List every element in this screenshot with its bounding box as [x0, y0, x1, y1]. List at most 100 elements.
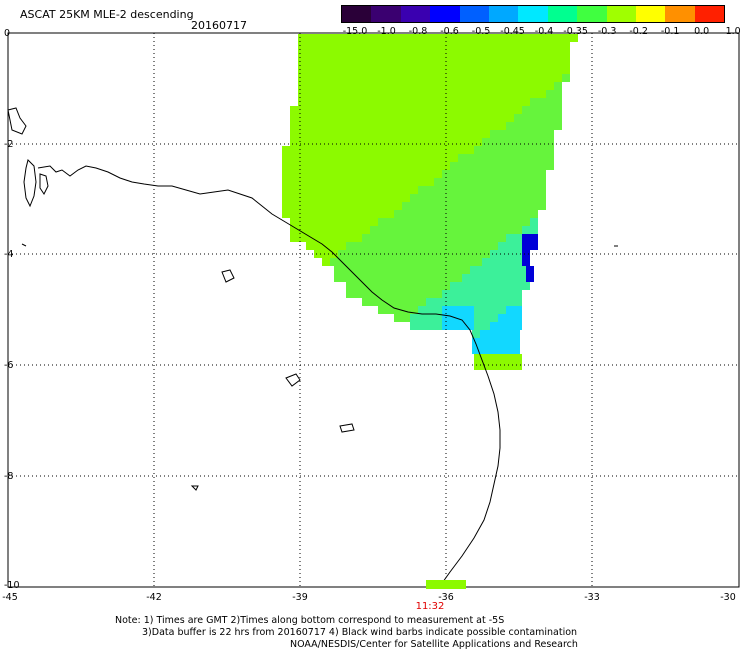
swath-cell: [298, 162, 306, 170]
swath-cell: [362, 74, 370, 82]
swath-cell: [402, 178, 410, 186]
swath-cell: [314, 194, 322, 202]
swath-cell: [426, 178, 434, 186]
swath-cell: [498, 154, 506, 162]
swath-cell: [470, 274, 478, 282]
swath-cell: [538, 66, 546, 74]
swath-cell: [498, 106, 506, 114]
swath-cell: [546, 162, 554, 170]
swath-cell: [426, 98, 434, 106]
swath-cell: [462, 266, 470, 274]
swath-cell: [398, 274, 406, 282]
swath-cell: [354, 66, 362, 74]
swath-cell: [466, 154, 474, 162]
swath-cell: [498, 82, 506, 90]
swath-cell: [490, 362, 498, 370]
swath-cell: [346, 34, 354, 42]
swath-cell: [390, 274, 398, 282]
swath-cell: [490, 66, 498, 74]
swath-cell: [514, 58, 522, 66]
swath-cell: [546, 42, 554, 50]
swath-cell: [538, 146, 546, 154]
swath-cell: [506, 178, 514, 186]
swath-cell: [530, 146, 538, 154]
swath-cell: [554, 98, 562, 106]
swath-cell: [498, 98, 506, 106]
swath-cell: [514, 42, 522, 50]
swath-cell: [422, 274, 430, 282]
swath-cell: [354, 178, 362, 186]
swath-cell: [514, 114, 522, 122]
swath-cell: [434, 290, 442, 298]
swath-cell: [530, 66, 538, 74]
swath-cell: [330, 178, 338, 186]
swath-cell: [418, 130, 426, 138]
swath-cell: [354, 74, 362, 82]
swath-cell: [538, 50, 546, 58]
swath-cell: [426, 194, 434, 202]
swath-cell: [546, 74, 554, 82]
swath-cell: [402, 42, 410, 50]
swath-cell: [498, 114, 506, 122]
swath-cell: [354, 122, 362, 130]
swath-cell: [386, 146, 394, 154]
swath-cell: [322, 50, 330, 58]
swath-cell: [514, 210, 522, 218]
swath-cell: [482, 170, 490, 178]
swath-cell: [450, 186, 458, 194]
swath-cell: [562, 58, 570, 66]
swath-cell: [458, 82, 466, 90]
y-tick-label: -8: [4, 471, 14, 482]
swath-cell: [298, 138, 306, 146]
swath-cell: [362, 170, 370, 178]
swath-cell: [546, 58, 554, 66]
swath-cell: [370, 162, 378, 170]
swath-cell: [490, 106, 498, 114]
swath-cell: [386, 290, 394, 298]
swath-cell: [386, 154, 394, 162]
x-tick-label: -39: [292, 592, 308, 603]
swath-cell: [498, 74, 506, 82]
swath-cell: [450, 178, 458, 186]
swath-cell: [298, 114, 306, 122]
swath-cell: [346, 290, 354, 298]
swath-cell: [386, 250, 394, 258]
swath-cell: [434, 34, 442, 42]
swath-cell: [538, 74, 546, 82]
swath-cell: [530, 34, 538, 42]
swath-cell: [526, 274, 534, 282]
swath-cell: [434, 74, 442, 82]
swath-cell: [498, 66, 506, 74]
swath-cell: [530, 82, 538, 90]
swath-cell: [506, 322, 514, 330]
swath-cell: [482, 186, 490, 194]
swath-cell: [410, 250, 418, 258]
swath-cell: [362, 82, 370, 90]
swath-cell: [290, 194, 298, 202]
swath-cell: [474, 242, 482, 250]
swath-cell: [338, 162, 346, 170]
swath-cell: [290, 226, 298, 234]
swath-cell: [418, 210, 426, 218]
swath-cell: [506, 82, 514, 90]
swath-cell: [370, 218, 378, 226]
swath-cell: [498, 170, 506, 178]
swath-cell: [450, 322, 458, 330]
swath-cell: [354, 218, 362, 226]
swath-cell: [474, 130, 482, 138]
swath-cell: [490, 314, 498, 322]
swath-cell: [322, 210, 330, 218]
swath-cell: [426, 90, 434, 98]
swath-cell: [538, 58, 546, 66]
swath-cell: [346, 162, 354, 170]
swath-cell: [498, 306, 506, 314]
swath-cell: [386, 42, 394, 50]
swath-cell: [290, 218, 298, 226]
swath-cell: [474, 290, 482, 298]
swath-cell: [418, 50, 426, 58]
swath-cell: [450, 130, 458, 138]
swath-cell: [354, 154, 362, 162]
swath-cell: [434, 146, 442, 154]
swath-cell: [338, 226, 346, 234]
swath-cell: [426, 50, 434, 58]
